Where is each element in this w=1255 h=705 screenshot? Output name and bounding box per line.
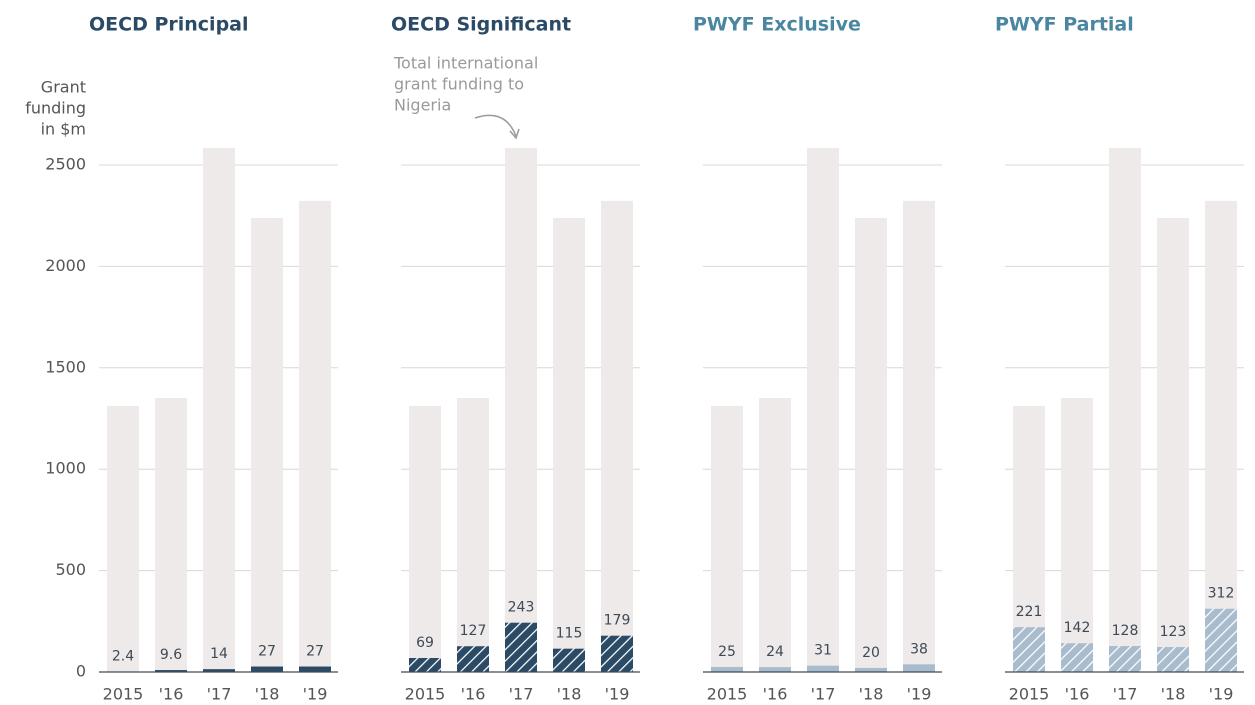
x-tick-label: '17 <box>1113 685 1138 704</box>
data-label: 9.6 <box>160 647 182 663</box>
total-bar <box>505 147 537 673</box>
data-label: 38 <box>910 641 928 657</box>
x-tick-label: '18 <box>859 685 884 704</box>
data-label: 14 <box>210 646 228 662</box>
total-bar <box>107 405 139 672</box>
annotation: Total international <box>393 54 538 73</box>
bar <box>759 667 791 672</box>
y-axis-label: Grant <box>41 78 86 97</box>
x-tick-label: '18 <box>255 685 280 704</box>
bar <box>1061 643 1093 672</box>
bar <box>1013 627 1045 672</box>
data-label: 221 <box>1016 604 1043 620</box>
x-tick-label: '17 <box>811 685 836 704</box>
data-label: 31 <box>814 643 832 659</box>
x-tick-label: 2015 <box>707 685 748 704</box>
x-tick-label: '19 <box>605 685 630 704</box>
total-bar <box>759 398 791 672</box>
data-label: 243 <box>508 600 535 616</box>
total-bar <box>807 147 839 673</box>
bar <box>553 648 585 672</box>
bar <box>409 658 441 672</box>
annotation-arrowhead <box>509 128 520 140</box>
bar <box>1205 608 1237 672</box>
annotation: grant funding to <box>394 75 524 94</box>
data-label: 20 <box>862 645 880 661</box>
x-tick-label: '16 <box>159 685 184 704</box>
total-bar <box>1061 398 1093 672</box>
bar <box>1157 647 1189 672</box>
data-label: 179 <box>604 613 631 629</box>
bar <box>807 665 839 672</box>
y-tick-label: 1500 <box>45 357 86 376</box>
panel-title: PWYF Partial <box>995 14 1134 36</box>
total-bar <box>299 200 331 672</box>
x-tick-label: '16 <box>1065 685 1090 704</box>
x-tick-label: '18 <box>1161 685 1186 704</box>
total-bar <box>1109 147 1141 673</box>
x-tick-label: '19 <box>303 685 328 704</box>
bar <box>299 666 331 672</box>
total-bar <box>855 217 887 673</box>
annotation: Nigeria <box>394 96 451 115</box>
data-label: 123 <box>1160 624 1187 640</box>
y-tick-label: 2500 <box>45 155 86 174</box>
x-tick-label: '17 <box>207 685 232 704</box>
data-label: 128 <box>1112 623 1139 639</box>
total-bar <box>409 405 441 672</box>
bar <box>505 622 537 672</box>
y-tick-label: 500 <box>55 560 86 579</box>
bar <box>601 635 633 672</box>
panel-title: OECD Principal <box>89 14 249 36</box>
data-label: 127 <box>460 623 487 639</box>
bar <box>711 666 743 672</box>
x-tick-label: '19 <box>1209 685 1234 704</box>
bar <box>203 669 235 672</box>
data-label: 2.4 <box>112 649 134 665</box>
data-label: 25 <box>718 644 736 660</box>
y-axis-label: funding <box>25 99 86 118</box>
x-tick-label: 2015 <box>1009 685 1050 704</box>
total-bar <box>155 398 187 672</box>
total-bar <box>203 147 235 673</box>
bar <box>251 666 283 672</box>
bar <box>903 664 935 672</box>
y-tick-label: 2000 <box>45 256 86 275</box>
x-tick-label: '16 <box>763 685 788 704</box>
x-tick-label: '18 <box>557 685 582 704</box>
data-label: 142 <box>1064 620 1091 636</box>
total-bar <box>457 398 489 672</box>
annotation-arrow <box>474 114 517 137</box>
total-bar <box>251 217 283 673</box>
data-label: 312 <box>1208 586 1235 602</box>
data-label: 27 <box>306 644 324 660</box>
bar <box>155 670 187 672</box>
data-label: 115 <box>556 626 583 642</box>
x-tick-label: '19 <box>907 685 932 704</box>
bar <box>855 667 887 672</box>
total-bar <box>903 200 935 672</box>
data-label: 27 <box>258 644 276 660</box>
x-tick-label: '16 <box>461 685 486 704</box>
bar <box>457 646 489 672</box>
total-bar <box>711 405 743 672</box>
y-tick-label: 1000 <box>45 459 86 478</box>
x-tick-label: 2015 <box>103 685 144 704</box>
total-bar <box>1157 217 1189 673</box>
total-bar <box>601 200 633 672</box>
x-tick-label: '17 <box>509 685 534 704</box>
bar <box>1109 646 1141 672</box>
y-tick-label: 0 <box>76 662 86 681</box>
total-bar <box>553 217 585 673</box>
x-tick-label: 2015 <box>405 685 446 704</box>
y-axis-label: in $m <box>41 120 86 139</box>
data-label: 24 <box>766 644 784 660</box>
data-label: 69 <box>416 635 434 651</box>
total-bar <box>1205 200 1237 672</box>
panel-title: PWYF Exclusive <box>693 14 861 36</box>
panel-title: OECD Significant <box>391 14 571 36</box>
